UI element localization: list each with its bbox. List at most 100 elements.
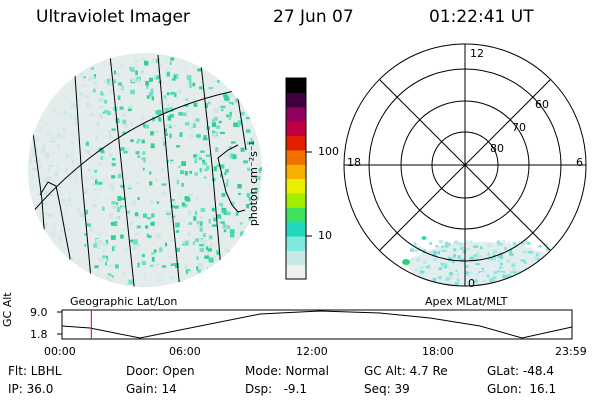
gain-info: Gain: 14 (126, 382, 177, 396)
speckle-pixel (226, 179, 229, 182)
xtick-1800: 18:00 (422, 345, 454, 358)
speckle-pixel (426, 282, 430, 286)
speckle-pixel (457, 246, 461, 250)
speckle-pixel (432, 259, 437, 262)
speckle-pixel (120, 184, 125, 188)
altitude-curve (61, 310, 573, 339)
speckle-pixel (166, 92, 170, 96)
speckle-pixel (189, 83, 192, 89)
speckle-pixel (162, 137, 167, 140)
speckle-pixel (214, 116, 218, 121)
speckle-pixel (170, 204, 174, 208)
speckle-pixel (532, 261, 536, 264)
speckle-pixel (460, 246, 464, 250)
speckle-pixel (29, 158, 32, 163)
colorbar-unit-label: photon cm⁻²s⁻¹ (247, 140, 261, 227)
speckle-pixel (170, 263, 175, 266)
speckle-pixel (208, 235, 213, 240)
speckle-pixel (235, 98, 238, 103)
speckle-pixel (46, 176, 52, 181)
speckle-pixel (247, 167, 251, 171)
filter-info: Flt: LBHL (8, 364, 62, 378)
speckle-pixel (491, 260, 497, 264)
speckle-pixel (76, 207, 81, 213)
speckle-pixel (86, 103, 91, 107)
speckle-pixel (99, 105, 104, 109)
speckle-pixel (455, 269, 458, 272)
speckle-pixel (229, 146, 232, 150)
speckle-pixel (116, 72, 120, 76)
speckle-pixel (64, 203, 68, 208)
speckle-pixel (538, 245, 542, 248)
speckle-pixel (174, 124, 177, 128)
speckle-pixel (183, 65, 188, 69)
speckle-pixel (512, 242, 517, 246)
geographic-panel-label: Geographic Lat/Lon (70, 295, 178, 308)
speckle-pixel (526, 277, 530, 281)
speckle-pixel (208, 218, 211, 224)
speckle-pixel (188, 79, 192, 84)
speckle-pixel (488, 256, 493, 260)
speckle-pixel (136, 76, 141, 82)
speckle-pixel (104, 197, 109, 202)
mlat-label-70: 70 (512, 121, 526, 134)
speckle-pixel (110, 74, 116, 77)
speckle-pixel (511, 263, 514, 268)
speckle-pixel (106, 78, 112, 84)
speckle-pixel (151, 96, 154, 101)
speckle-pixel (182, 203, 188, 208)
speckle-pixel (135, 232, 140, 235)
speckle-pixel (473, 254, 478, 258)
speckle-pixel (501, 266, 505, 269)
speckle-pixel (167, 115, 172, 121)
speckle-pixel (501, 281, 506, 285)
speckle-pixel (224, 246, 228, 251)
speckle-pixel (133, 130, 136, 133)
speckle-pixel (108, 280, 113, 285)
speckle-pixel (136, 225, 141, 229)
speckle-pixel (70, 105, 73, 110)
speckle-pixel (148, 91, 153, 97)
ip-info: IP: 36.0 (8, 382, 54, 396)
speckle-pixel (419, 266, 424, 269)
speckle-pixel (164, 107, 170, 113)
speckle-pixel (223, 93, 228, 98)
speckle-pixel (193, 120, 196, 123)
speckle-pixel (82, 186, 87, 191)
speckle-pixel (94, 265, 99, 269)
speckle-pixel (112, 245, 117, 249)
speckle-pixel (168, 218, 174, 223)
speckle-pixel (69, 155, 73, 158)
speckle-pixel (415, 249, 418, 252)
colorbar-swatch (286, 135, 306, 151)
speckle-pixel (460, 258, 465, 263)
speckle-pixel (473, 279, 478, 283)
speckle-pixel (464, 264, 469, 269)
speckle-pixel (133, 239, 138, 245)
speckle-pixel (243, 160, 248, 164)
speckle-pixel (520, 247, 523, 251)
speckle-pixel (144, 169, 148, 172)
speckle-pixel (206, 268, 211, 271)
speckle-pixel (230, 109, 235, 114)
speckle-pixel (75, 182, 78, 185)
speckle-pixel (124, 247, 128, 252)
speckle-pixel (147, 235, 152, 239)
speckle-pixel (49, 194, 55, 197)
speckle-pixel (137, 79, 141, 82)
speckle-pixel (225, 192, 230, 195)
speckle-pixel (512, 262, 516, 265)
speckle-pixel (116, 119, 120, 123)
colorbar-swatch (286, 121, 306, 137)
speckle-pixel (512, 287, 515, 290)
speckle-pixel (211, 196, 214, 199)
speckle-pixel (152, 58, 155, 64)
speckle-pixel (441, 264, 447, 267)
speckle-pixel (97, 240, 103, 246)
speckle-pixel (235, 211, 239, 216)
speckle-pixel (45, 212, 48, 216)
speckle-pixel (226, 114, 229, 117)
speckle-pixel (87, 144, 91, 149)
speckle-pixel (88, 76, 93, 81)
speckle-pixel (238, 192, 241, 196)
